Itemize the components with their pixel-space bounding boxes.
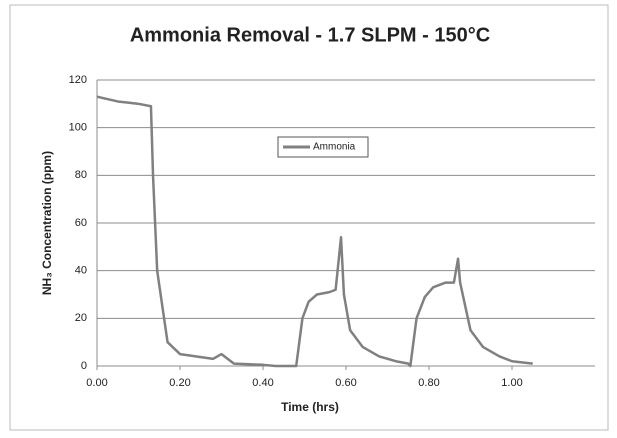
y-tick-label: 0 bbox=[81, 360, 87, 372]
legend-label: Ammonia bbox=[313, 142, 356, 153]
data-line bbox=[96, 95, 533, 368]
y-tick-label: 100 bbox=[69, 122, 87, 134]
x-tick-label: 0.60 bbox=[335, 377, 356, 389]
chart-title: Ammonia Removal - 1.7 SLPM - 150°C bbox=[130, 24, 490, 46]
x-tick-label: 0.00 bbox=[86, 377, 107, 389]
x-tick-label: 1.00 bbox=[501, 377, 522, 389]
x-axis-title: Time (hrs) bbox=[281, 400, 339, 414]
legend-box bbox=[277, 136, 369, 158]
y-tick-label: 120 bbox=[69, 74, 87, 86]
x-tick-label: 0.40 bbox=[252, 377, 273, 389]
x-tick-label: 0.20 bbox=[169, 377, 190, 389]
y-tick-label: 60 bbox=[75, 217, 87, 229]
y-tick-label: 40 bbox=[75, 265, 87, 277]
x-tick-label: 0.80 bbox=[418, 377, 439, 389]
y-axis-title: NH₃ Concentration (ppm) bbox=[40, 151, 54, 295]
legend: Ammonia bbox=[277, 136, 369, 158]
y-tick-label: 20 bbox=[75, 312, 87, 324]
y-tick-label: 80 bbox=[75, 169, 87, 181]
